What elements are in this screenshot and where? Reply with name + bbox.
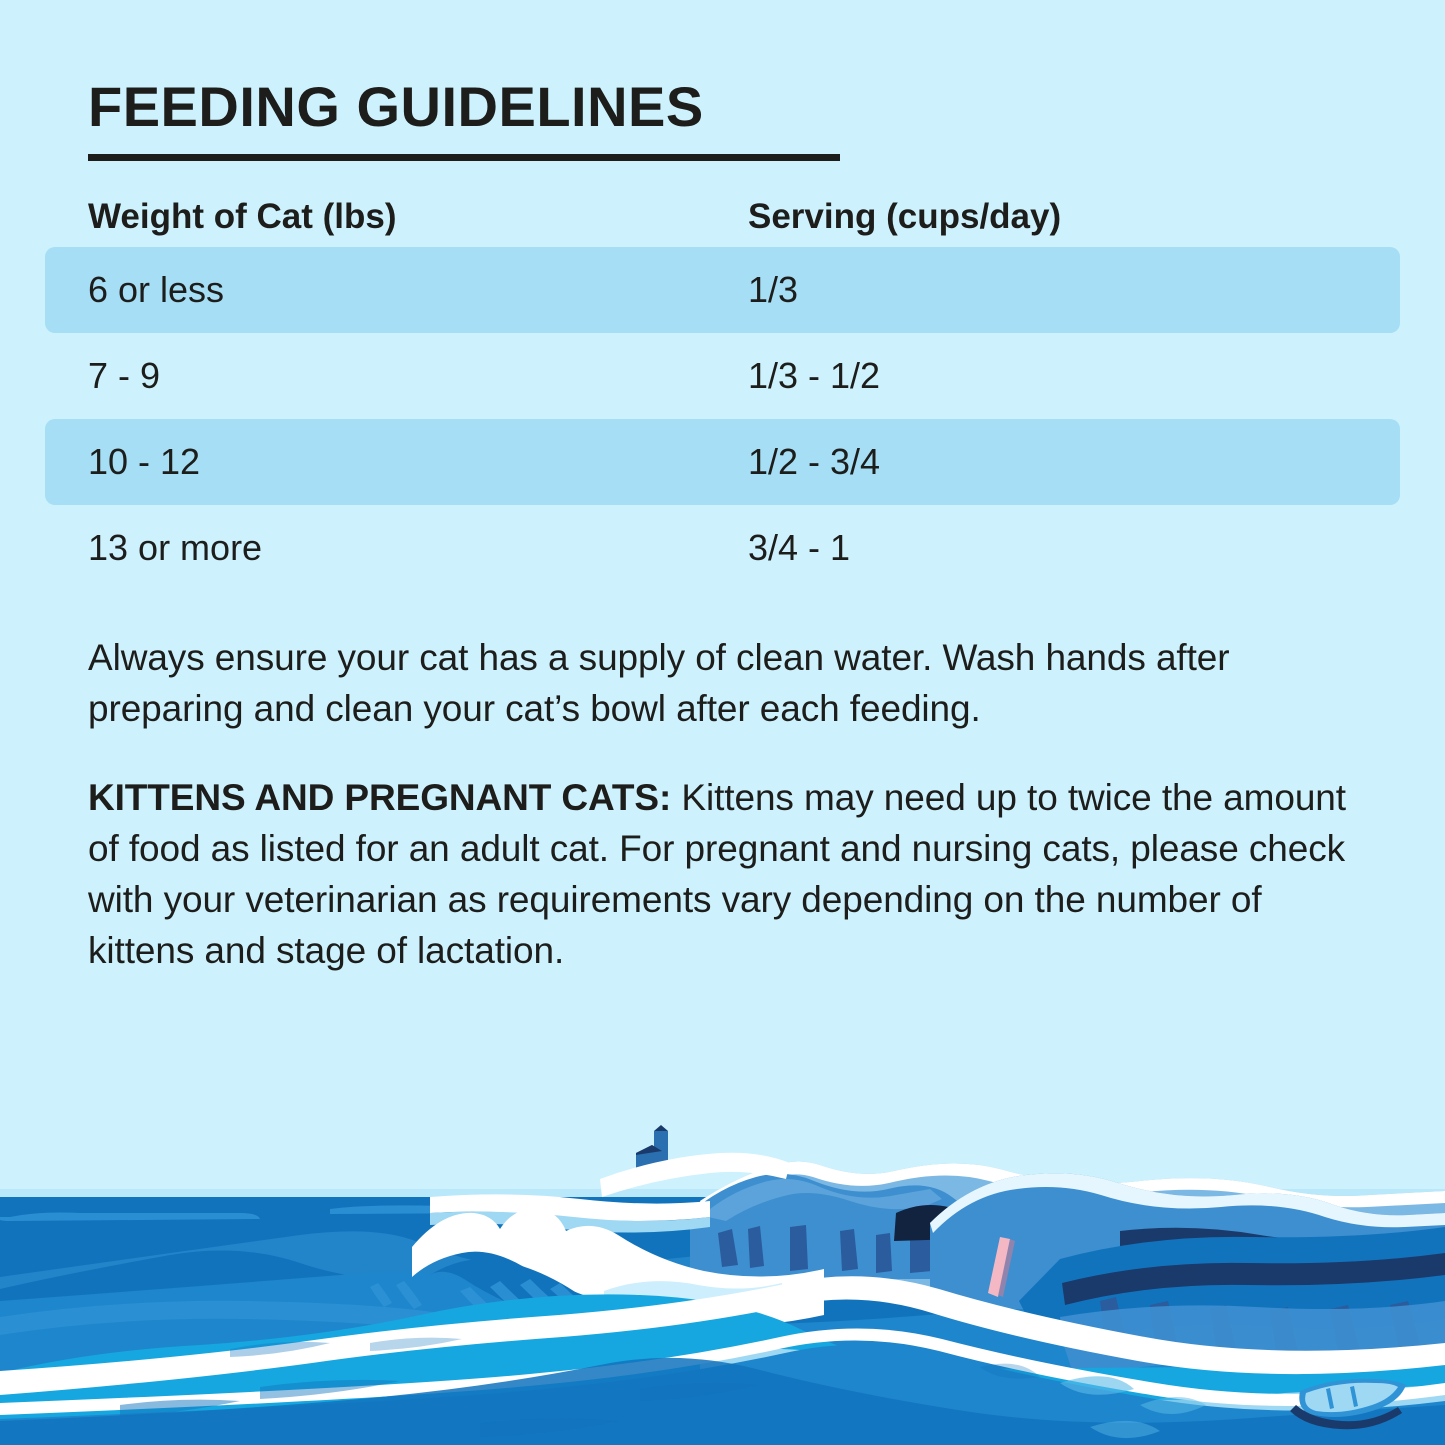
table-row: 6 or less 1/3	[0, 247, 1445, 333]
foreground-water	[0, 1357, 1445, 1445]
cell-serving: 1/3	[748, 269, 799, 310]
kittens-note-block: KITTENS AND PREGNANT CATS: Kittens may n…	[88, 772, 1360, 976]
water-swirl	[1140, 1397, 1206, 1414]
left-cliff-highlight	[690, 1179, 942, 1221]
small-boat	[1290, 1378, 1406, 1430]
central-cliff-snowcap	[930, 1173, 1445, 1233]
page-title: FEEDING GUIDELINES	[88, 75, 704, 138]
foam-streak-left	[0, 1300, 440, 1335]
column-header-serving: Serving (cups/day)	[748, 196, 1062, 236]
table-row: 13 or more 3/4 - 1	[0, 505, 1445, 591]
feeding-table: Weight of Cat (lbs) Serving (cups/day) 6…	[0, 185, 1445, 591]
cell-serving: 1/3 - 1/2	[748, 355, 881, 396]
boat-shadow	[1290, 1405, 1402, 1430]
cliff-crevice	[718, 1229, 738, 1267]
cell-weight: 7 - 9	[88, 355, 161, 396]
water-swirl	[230, 1341, 330, 1357]
table-row: 10 - 12 1/2 - 3/4	[0, 419, 1445, 505]
outbuilding-roof	[636, 1145, 662, 1155]
water-note-block: Always ensure your cat has a supply of c…	[88, 632, 1360, 734]
water-swirl	[260, 1379, 400, 1399]
cliff-snow-slope	[600, 1152, 790, 1197]
kittens-note-text: KITTENS AND PREGNANT CATS: Kittens may n…	[88, 772, 1360, 976]
cliff-crevice	[748, 1226, 764, 1268]
table-header-row: Weight of Cat (lbs) Serving (cups/day)	[0, 185, 1445, 247]
wave-rib	[396, 1281, 422, 1309]
shoreline-foam-curve	[0, 1276, 1445, 1395]
boat-thwart	[1326, 1388, 1334, 1409]
cliff-pink-accent-shade	[998, 1239, 1015, 1297]
cell-serving: 3/4 - 1	[748, 527, 851, 568]
water-note-text: Always ensure your cat has a supply of c…	[88, 637, 1230, 730]
water-swirl	[370, 1337, 462, 1351]
boat-thwart	[1350, 1386, 1358, 1407]
water-swirl	[640, 1382, 758, 1401]
coastal-seascape-illustration	[0, 1105, 1445, 1445]
ice-shelf-shadow	[430, 1211, 710, 1233]
water-swirl	[1060, 1376, 1134, 1395]
water-swirl	[480, 1418, 620, 1437]
headland-shadow-edge	[1062, 1253, 1445, 1305]
title-underline-rule	[88, 153, 840, 161]
water-swirl	[120, 1399, 240, 1417]
cliff-pink-accent	[988, 1237, 1010, 1297]
cliff-crevice	[876, 1233, 892, 1273]
water-swirl	[980, 1363, 1040, 1379]
cell-weight: 13 or more	[88, 527, 263, 568]
lower-shore-foam-edge	[0, 1328, 1445, 1415]
column-header-weight: Weight of Cat (lbs)	[88, 196, 397, 236]
kittens-note-body: Kittens may need up to twice the amount …	[88, 777, 1346, 972]
cell-weight: 10 - 12	[88, 441, 201, 482]
tower-roof	[654, 1125, 668, 1131]
cell-serving: 1/2 - 3/4	[748, 441, 881, 482]
kittens-note-label: KITTENS AND PREGNANT CATS:	[88, 777, 672, 818]
ice-shelf	[430, 1194, 710, 1221]
cliff-crevice	[790, 1225, 808, 1271]
table-row: 7 - 9 1/3 - 1/2	[0, 333, 1445, 419]
water-swirl	[1090, 1420, 1160, 1439]
cell-weight: 6 or less	[88, 269, 225, 310]
cliff-crevice	[840, 1229, 858, 1271]
title-block: FEEDING GUIDELINES	[88, 75, 1358, 161]
wave-rib	[370, 1283, 392, 1307]
water-streak	[0, 1212, 260, 1221]
